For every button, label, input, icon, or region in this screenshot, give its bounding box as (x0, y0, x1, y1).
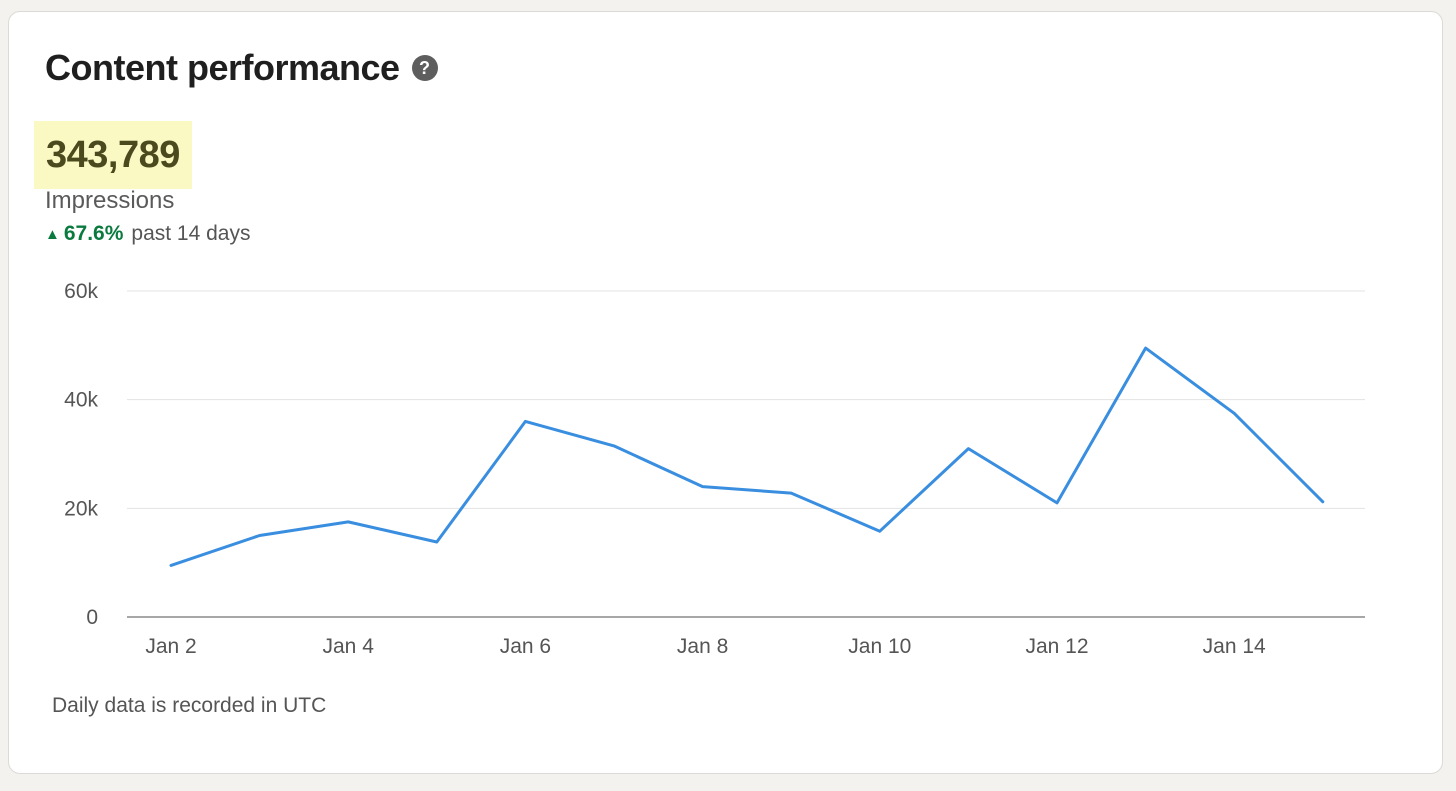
data-point[interactable] (1228, 407, 1240, 419)
data-point[interactable] (1317, 496, 1329, 508)
trend-period: past 14 days (131, 222, 251, 245)
trend-percent: 67.6% (63, 222, 124, 245)
data-point[interactable] (342, 516, 354, 528)
impressions-value: 343,789 (46, 133, 180, 176)
page-title: Content performance (45, 47, 400, 88)
y-axis-ticks: 0 20k 40k 60k (64, 280, 98, 629)
y-tick-label: 20k (64, 497, 98, 520)
data-point[interactable] (608, 440, 620, 452)
data-point[interactable] (431, 536, 443, 548)
utc-footnote: Daily data is recorded in UTC (52, 694, 327, 717)
data-point[interactable] (254, 530, 266, 542)
data-point[interactable] (1051, 497, 1063, 509)
data-point[interactable] (874, 525, 886, 537)
x-tick-label: Jan 10 (848, 635, 911, 658)
data-point[interactable] (165, 559, 177, 571)
data-point[interactable] (1140, 342, 1152, 354)
grid-layer (127, 290, 1365, 618)
y-tick-label: 0 (86, 606, 98, 629)
x-tick-label: Jan 2 (145, 635, 196, 658)
impressions-series-line (169, 346, 1325, 567)
impressions-label: Impressions (45, 187, 175, 214)
metric-highlight: 343,789 (34, 121, 192, 189)
x-tick-label: Jan 8 (677, 635, 728, 658)
data-point[interactable] (697, 481, 709, 493)
trend-row: ▲ 67.6% past 14 days (45, 222, 251, 246)
trend-up-icon: ▲ (45, 225, 60, 243)
y-tick-label: 40k (64, 389, 98, 412)
x-tick-label: Jan 14 (1203, 635, 1266, 658)
title-row: Content performance ? (45, 46, 438, 90)
x-tick-label: Jan 12 (1025, 635, 1088, 658)
help-icon[interactable]: ? (411, 55, 438, 81)
y-tick-label: 60k (64, 280, 98, 303)
series-layer (165, 342, 1329, 571)
data-point[interactable] (962, 443, 974, 455)
data-point[interactable] (519, 415, 531, 427)
x-tick-label: Jan 6 (500, 635, 551, 658)
x-tick-label: Jan 4 (323, 635, 375, 658)
data-point[interactable] (785, 487, 797, 499)
x-axis-ticks: Jan 2 Jan 4 Jan 6 Jan 8 Jan 10 Jan 12 Jan 14 (145, 635, 1266, 658)
